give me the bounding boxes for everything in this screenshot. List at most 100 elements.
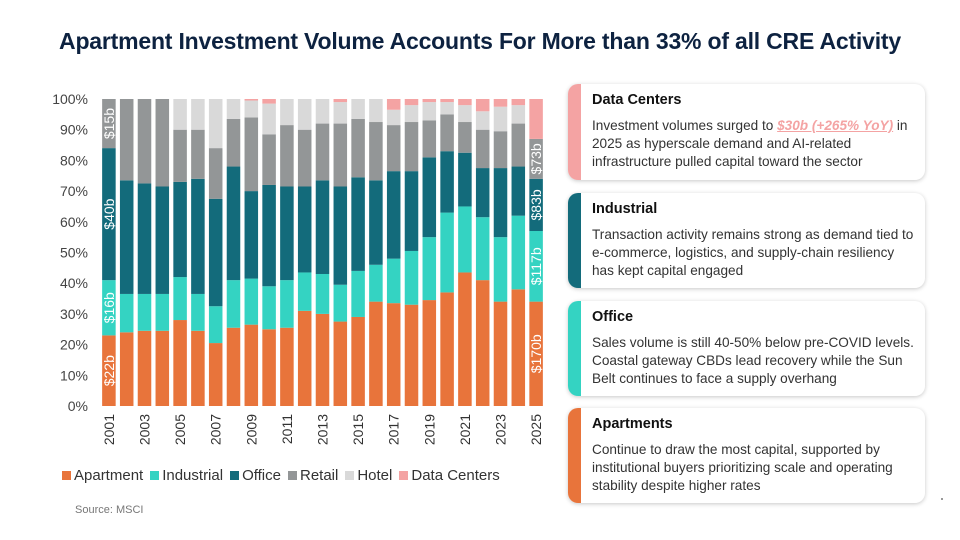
bar-segment	[297, 310, 312, 406]
bar-segment	[280, 99, 294, 126]
bar-segment	[297, 186, 312, 273]
bar-segment	[493, 237, 508, 302]
bar-segment	[351, 177, 365, 271]
y-tick-label: 40%	[60, 275, 88, 291]
card-data-centers: Data Centers Investment volumes surged t…	[568, 84, 925, 180]
x-tick-label: 2005	[172, 414, 188, 445]
bar-segment	[137, 330, 152, 406]
x-tick-label: 2025	[528, 414, 544, 445]
bar-segment	[315, 180, 330, 274]
legend-swatch	[230, 471, 240, 480]
bar-segment	[333, 99, 348, 103]
bar-value-label: $15b	[101, 108, 117, 139]
bar-segment	[226, 166, 241, 281]
bar-segment	[208, 198, 223, 307]
legend-label: Office	[242, 467, 281, 484]
bar-segment	[297, 129, 312, 187]
bar-segment	[529, 178, 543, 232]
legend-swatch	[345, 471, 355, 480]
x-tick-label: 2021	[457, 414, 473, 445]
bar-segment	[119, 332, 134, 406]
bar-segment	[191, 330, 205, 406]
bar-segment	[119, 293, 134, 333]
card-text: Sales volume is still 40-50% below pre-C…	[592, 335, 914, 386]
bar-segment	[422, 102, 437, 121]
card-text: Investment volumes surged to $30b (+265%…	[592, 118, 908, 169]
y-tick-label: 30%	[60, 306, 88, 322]
card-industrial: Industrial Transaction activity remains …	[568, 193, 925, 288]
bar-segment	[458, 105, 472, 123]
bar-segment	[493, 131, 508, 169]
legend-label: Retail	[299, 467, 339, 484]
bar-segment	[386, 99, 401, 110]
bar-segment	[155, 293, 170, 331]
bar-segment	[386, 125, 401, 172]
bar-segment	[404, 122, 419, 172]
legend-swatch	[62, 471, 71, 480]
bar-segment	[315, 99, 330, 124]
card-text: Transaction activity remains strong as d…	[592, 227, 914, 278]
legend-swatch	[150, 471, 160, 480]
bar-segment	[244, 278, 259, 325]
bar-segment	[440, 212, 454, 293]
bar-segment	[529, 99, 543, 139]
bar-segment	[262, 286, 276, 330]
bar-segment	[262, 134, 276, 185]
x-tick-label: 2003	[137, 414, 153, 445]
bar-segment	[280, 280, 294, 328]
bar-segment	[137, 293, 152, 331]
bar-segment	[208, 148, 223, 199]
bar-segment	[458, 99, 472, 106]
x-tick-label: 2001	[101, 414, 117, 445]
legend-label: Apartment	[74, 467, 144, 484]
bar-segment	[351, 118, 365, 178]
bar-segment	[386, 258, 401, 304]
bar-segment	[511, 123, 526, 167]
x-tick-label: 2013	[315, 414, 331, 445]
bar-segment	[511, 99, 526, 106]
bar-segment	[191, 178, 205, 294]
stacked-bar-chart: 0% 10% 20% 30% 40% 50% 60% 70% 80% 90% 100% 2001 200…	[52, 91, 544, 445]
bar-segment	[529, 138, 543, 179]
bar-segment	[102, 99, 116, 149]
bar-segment	[511, 289, 526, 406]
bar-segment	[475, 129, 490, 169]
bar-segment	[102, 280, 116, 336]
bar-segment	[493, 106, 508, 132]
bar-segment	[208, 343, 223, 406]
bar-segment	[262, 103, 276, 135]
bar-segment	[280, 125, 294, 187]
card-title: Apartments	[592, 416, 673, 432]
bar-segment	[404, 99, 419, 106]
bar-segment	[262, 329, 276, 406]
card-accent-bar	[568, 301, 581, 396]
bar-segment	[244, 324, 259, 406]
y-tick-label: 60%	[60, 214, 88, 230]
bar-segment	[297, 272, 312, 311]
bar-segment	[351, 270, 365, 317]
y-tick-label: 20%	[60, 337, 88, 353]
card-title: Industrial	[592, 201, 658, 217]
decorative-dot	[941, 498, 943, 500]
bar-segment	[404, 250, 419, 305]
card-title: Data Centers	[592, 92, 682, 108]
bar-segment	[155, 186, 170, 294]
legend-label: Industrial	[162, 467, 224, 484]
bar-segment	[315, 123, 330, 181]
bar-segment	[458, 152, 472, 207]
y-tick-label: 70%	[60, 183, 88, 199]
bar-segment	[529, 231, 543, 302]
bar-segment	[369, 180, 383, 265]
bar-segment	[386, 303, 401, 406]
bar-segment	[244, 191, 259, 279]
bar-segment	[475, 217, 490, 281]
bar-value-label: $83b	[528, 189, 544, 220]
card-accent-bar	[568, 408, 581, 503]
bar-segment	[244, 117, 259, 192]
legend-item: Industrial	[150, 467, 223, 484]
bar-segment	[102, 148, 116, 281]
card-accent-bar	[568, 84, 581, 180]
legend-item: Data Centers	[399, 467, 500, 484]
legend-item: Hotel	[345, 467, 392, 484]
bar-value-label: $117b	[528, 247, 544, 285]
